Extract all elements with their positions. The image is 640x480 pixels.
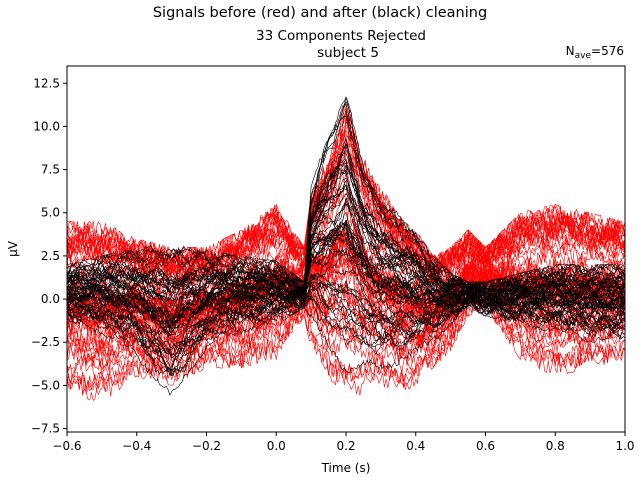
after-channel-trace: [67, 283, 625, 355]
before-channel-trace: [67, 285, 625, 379]
after-channel-trace: [67, 223, 625, 329]
after-channel-trace: [67, 158, 625, 296]
after-channel-trace: [67, 180, 625, 308]
x-tick-label: 0.4: [406, 439, 425, 453]
y-axis-label: µV: [6, 240, 20, 257]
after-channel-trace: [67, 137, 625, 297]
after-channel-trace: [67, 197, 625, 315]
after-channel-trace: [67, 160, 625, 293]
after-channel-trace: [67, 146, 625, 297]
after-channel-trace: [67, 225, 625, 327]
figure-suptitle: Signals before (red) and after (black) c…: [153, 5, 487, 21]
after-channel-trace: [67, 143, 625, 297]
after-channel-trace: [67, 297, 625, 377]
before-channel-trace: [67, 284, 625, 372]
y-tick-label: −5.0: [31, 378, 60, 392]
after-channel-trace: [67, 302, 625, 396]
plot-traces: [67, 96, 625, 401]
before-channel-trace: [67, 200, 625, 315]
after-channel-trace: [67, 164, 625, 295]
after-channel-trace: [67, 295, 625, 375]
x-axis-ticks: −0.6 −0.4 −0.2 0.0 0.2 0.4 0.6 0.8 1.0: [52, 432, 635, 453]
y-tick-label: −2.5: [31, 335, 60, 349]
before-channel-trace: [67, 105, 625, 283]
after-channel-trace: [67, 284, 625, 371]
x-tick-label: 1.0: [615, 439, 634, 453]
y-tick-label: −7.5: [31, 422, 60, 436]
y-tick-label: 2.5: [41, 249, 60, 263]
x-tick-label: −0.2: [192, 439, 221, 453]
after-channel-trace: [67, 169, 625, 303]
nave-subscript: ave: [575, 51, 592, 61]
before-channel-trace: [67, 109, 625, 275]
series-after-cleaning: [67, 96, 625, 396]
after-channel-trace: [67, 110, 625, 291]
after-channel-trace: [67, 227, 625, 324]
nave-value: =576: [591, 44, 624, 58]
axes-title-line2: subject 5: [317, 45, 379, 61]
axes-title-line1: 33 Components Rejected: [256, 28, 426, 44]
before-channel-trace: [67, 144, 625, 292]
before-channel-trace: [67, 298, 625, 401]
after-channel-trace: [67, 281, 625, 356]
x-tick-label: −0.4: [122, 439, 151, 453]
after-channel-trace: [67, 101, 625, 291]
nave-annotation: Nave=576: [566, 44, 624, 61]
y-tick-label: 7.5: [41, 163, 60, 177]
y-tick-label: 0.0: [41, 292, 60, 306]
after-channel-trace: [67, 293, 625, 376]
after-channel-trace: [67, 236, 625, 330]
after-channel-trace: [67, 188, 625, 303]
after-channel-trace: [67, 150, 625, 299]
x-tick-label: −0.6: [52, 439, 81, 453]
x-tick-label: 0.6: [476, 439, 495, 453]
after-channel-trace: [67, 103, 625, 292]
after-channel-trace: [67, 254, 625, 336]
after-channel-trace: [67, 177, 625, 301]
before-channel-trace: [67, 130, 625, 276]
after-channel-trace: [67, 274, 625, 349]
before-channel-trace: [67, 296, 625, 392]
x-axis-label: Time (s): [321, 461, 371, 475]
nave-label: N: [566, 44, 575, 58]
x-tick-label: 0.2: [336, 439, 355, 453]
y-tick-label: 12.5: [33, 76, 60, 90]
after-channel-trace: [67, 115, 625, 294]
y-tick-label: 10.0: [33, 119, 60, 133]
x-tick-label: 0.0: [267, 439, 286, 453]
before-channel-trace: [67, 191, 625, 305]
x-tick-label: 0.8: [546, 439, 565, 453]
after-channel-trace: [67, 273, 625, 359]
y-axis-ticks: −7.5 −5.0 −2.5 0.0 2.5 5.0 7.5 10.0 12.5: [31, 76, 67, 436]
after-channel-trace: [67, 96, 625, 289]
after-channel-trace: [67, 247, 625, 341]
after-channel-trace: [67, 281, 625, 371]
before-channel-trace: [67, 234, 625, 321]
y-tick-label: 5.0: [41, 206, 60, 220]
